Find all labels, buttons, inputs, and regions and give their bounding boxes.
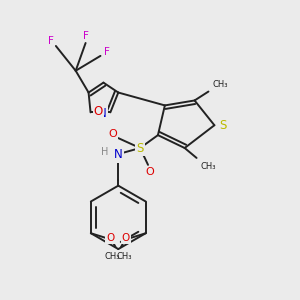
Text: S: S (220, 119, 227, 132)
Text: O: O (108, 129, 117, 139)
Text: F: F (104, 47, 110, 57)
Text: CH₃: CH₃ (117, 252, 132, 261)
Text: F: F (48, 36, 54, 46)
Text: CH₃: CH₃ (212, 80, 228, 88)
Text: O: O (122, 233, 130, 243)
Text: N: N (98, 107, 107, 120)
Text: F: F (83, 31, 88, 41)
Text: CH₃: CH₃ (104, 252, 120, 261)
Text: O: O (94, 105, 103, 118)
Text: H: H (101, 147, 108, 157)
Text: N: N (114, 148, 123, 161)
Text: CH₃: CH₃ (200, 162, 216, 171)
Text: S: S (136, 142, 144, 154)
Text: O: O (106, 233, 115, 243)
Text: O: O (146, 167, 154, 177)
